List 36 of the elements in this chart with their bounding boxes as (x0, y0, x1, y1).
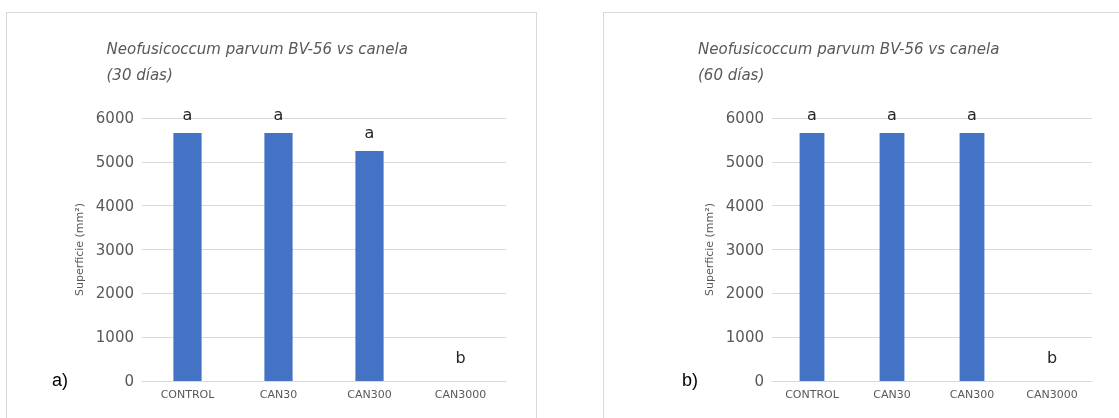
x-tick-label: CAN300 (347, 388, 392, 401)
y-tick-label: 6000 (725, 109, 764, 127)
text: b) (682, 370, 699, 390)
y-tick-label: 5000 (95, 152, 134, 171)
x-tick-label: CONTROL (160, 388, 216, 401)
y-tick-label: 0 (754, 372, 764, 390)
annotation: a (182, 105, 193, 125)
x-tick-label: CAN300 (949, 388, 995, 401)
y-axis-title: Superficie (mm²) (702, 203, 716, 296)
annotation: a (887, 105, 897, 125)
annotation: a (967, 105, 977, 125)
y-axis-title: Superficie (mm²) (72, 203, 86, 296)
y-tick-label: 6000 (95, 109, 134, 127)
y-tick-label: 5000 (725, 152, 764, 171)
y-tick-label: 3000 (95, 240, 134, 259)
y-tick-label: 2000 (95, 284, 134, 303)
annotation: b (455, 347, 466, 367)
y-tick-label: 4000 (725, 196, 764, 215)
y-tick-label: 1000 (725, 328, 764, 347)
y-tick-label: 3000 (725, 240, 764, 259)
y-tick-label: 0 (124, 372, 134, 390)
y-tick-label: 1000 (95, 328, 134, 347)
annotation: a (807, 105, 817, 125)
x-tick-label: CAN3000 (434, 388, 487, 401)
annotation: b (1046, 347, 1058, 367)
y-tick-label: 4000 (95, 196, 134, 215)
annotation: a (364, 123, 375, 143)
annotation: a (273, 105, 284, 125)
x-tick-label: CONTROL (785, 388, 840, 401)
chart-title: Neofusicoccum parvum BV-56 vs canela (60 días) (698, 40, 1005, 84)
y-tick-label: 2000 (725, 284, 764, 303)
text: a) (52, 370, 69, 390)
x-tick-label: CAN30 (873, 388, 911, 401)
x-tick-label: CAN30 (259, 388, 298, 401)
x-tick-label: CAN3000 (1026, 388, 1078, 401)
chart-title: Neofusicoccum parvum BV-56 vs canela (30 días) (106, 40, 413, 84)
